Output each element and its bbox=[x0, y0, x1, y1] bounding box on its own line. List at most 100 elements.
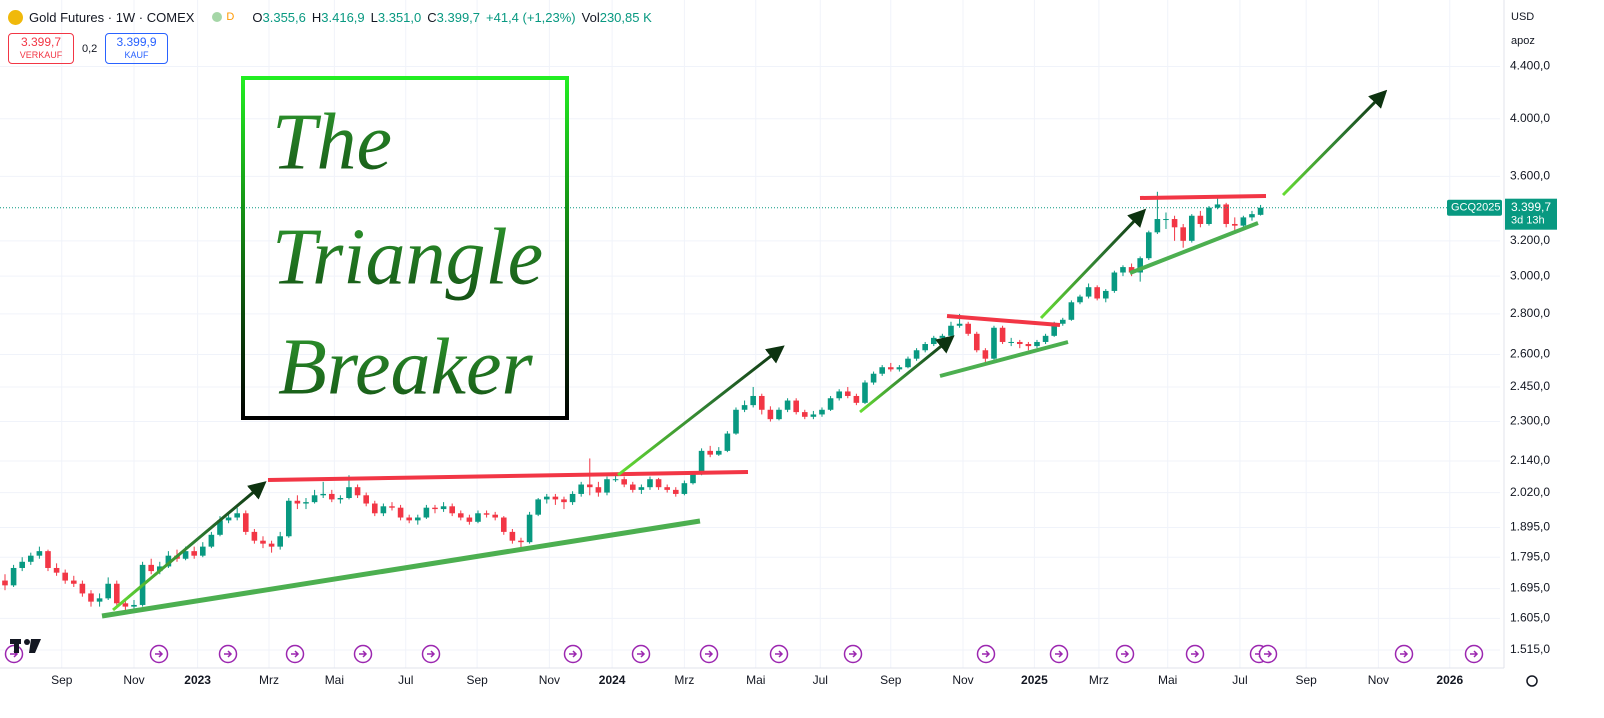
x-tick-label: Jul bbox=[398, 673, 413, 687]
candle-body bbox=[604, 479, 610, 493]
candle-body bbox=[535, 499, 541, 515]
event-marker[interactable] bbox=[1464, 644, 1484, 664]
x-tick-label: Mai bbox=[746, 673, 765, 687]
candle-body bbox=[199, 546, 206, 556]
candle-body bbox=[1197, 215, 1204, 224]
event-marker[interactable] bbox=[1049, 644, 1069, 664]
event-marker[interactable] bbox=[353, 644, 373, 664]
candle-body bbox=[1171, 219, 1178, 228]
event-marker[interactable] bbox=[1115, 644, 1135, 664]
event-marker[interactable] bbox=[149, 644, 169, 664]
candle-body bbox=[956, 323, 963, 326]
event-marker[interactable] bbox=[563, 644, 583, 664]
event-arrow bbox=[427, 650, 436, 658]
candle-body bbox=[879, 367, 885, 374]
candle-body bbox=[423, 507, 430, 518]
x-tick-label: Jul bbox=[1232, 673, 1247, 687]
candle-body bbox=[380, 506, 387, 514]
event-arrow bbox=[1055, 650, 1064, 658]
event-marker[interactable] bbox=[976, 644, 996, 664]
candle-body bbox=[776, 409, 782, 420]
candle-body bbox=[2, 580, 8, 586]
candle-body bbox=[105, 583, 111, 599]
candle-body bbox=[1094, 287, 1100, 299]
trendline bbox=[267, 470, 749, 482]
buy-button[interactable]: 3.399,9 KAUF bbox=[105, 33, 168, 64]
candle-body bbox=[724, 433, 731, 451]
candle-body bbox=[182, 551, 189, 559]
event-marker[interactable] bbox=[699, 644, 719, 664]
candle-body bbox=[655, 479, 662, 488]
candle-body bbox=[96, 598, 103, 602]
y-tick-label: 2.020,0 bbox=[1510, 485, 1550, 499]
x-tick-label: 2024 bbox=[599, 673, 626, 687]
sell-button[interactable]: 3.399,7 VERKAUF bbox=[8, 33, 74, 64]
candle-body bbox=[62, 572, 68, 581]
y-tick-label: 4.400,0 bbox=[1510, 59, 1550, 73]
event-marker[interactable] bbox=[1258, 644, 1278, 664]
candle-body bbox=[750, 395, 756, 406]
candle-body bbox=[664, 487, 670, 490]
candle-body bbox=[784, 400, 791, 410]
candle-body bbox=[801, 412, 808, 417]
candle-body bbox=[922, 344, 928, 351]
candle-body bbox=[715, 450, 722, 455]
arrow bbox=[1039, 208, 1147, 320]
candle-body bbox=[53, 567, 60, 573]
candle-body bbox=[1231, 223, 1238, 226]
event-marker[interactable] bbox=[1185, 644, 1205, 664]
x-tick-label: Nov bbox=[1368, 673, 1389, 687]
x-tick-label: Mrz bbox=[259, 673, 279, 687]
event-marker[interactable] bbox=[631, 644, 651, 664]
event-marker[interactable] bbox=[769, 644, 789, 664]
candle-body bbox=[492, 514, 498, 518]
candle-body bbox=[156, 566, 163, 572]
arrow bbox=[1281, 89, 1388, 197]
candle-body bbox=[131, 604, 137, 607]
event-arrow bbox=[1264, 650, 1273, 658]
event-arrow bbox=[224, 650, 233, 658]
y-tick-label: 3.600,0 bbox=[1510, 169, 1550, 183]
x-tick-label: Mai bbox=[1158, 673, 1177, 687]
candle-body bbox=[1214, 204, 1221, 208]
x-tick-label: Jul bbox=[813, 673, 828, 687]
candle-body bbox=[758, 395, 765, 410]
ohlc-label: H bbox=[311, 9, 322, 25]
interval-badge: D bbox=[226, 11, 235, 23]
overlay-title: Breaker bbox=[278, 323, 534, 411]
header: Gold Futures · 1W · COMEX D O 3.355,6 H 3.… bbox=[8, 8, 658, 26]
candle-body bbox=[690, 473, 696, 484]
event-marker[interactable] bbox=[421, 644, 441, 664]
candle-body bbox=[45, 551, 51, 568]
event-arrow bbox=[155, 650, 164, 658]
event-marker[interactable] bbox=[218, 644, 238, 664]
symbol[interactable]: Gold Futures · 1W · COMEX bbox=[29, 9, 195, 25]
event-marker[interactable] bbox=[285, 644, 305, 664]
candle-body bbox=[1042, 335, 1049, 342]
y-tick-label: 3.200,0 bbox=[1510, 233, 1550, 247]
currency-select[interactable]: USD bbox=[1511, 11, 1535, 23]
candle-body bbox=[930, 337, 937, 345]
event-arrow bbox=[1191, 650, 1200, 658]
candle-body bbox=[973, 333, 980, 351]
candle-body bbox=[793, 400, 799, 413]
candle-body bbox=[982, 350, 989, 359]
y-tick-label: 1.605,0 bbox=[1510, 611, 1550, 625]
candle-body bbox=[1120, 267, 1126, 273]
event-marker[interactable] bbox=[1394, 644, 1414, 664]
event-arrow bbox=[291, 650, 300, 658]
scale-mode[interactable]: apoz bbox=[1511, 35, 1535, 47]
event-marker[interactable] bbox=[843, 644, 863, 664]
candle-body bbox=[406, 517, 412, 521]
sell-label: VERKAUF bbox=[19, 50, 63, 60]
ohlc-value: 3.355,6 bbox=[262, 9, 306, 25]
settings-icon[interactable] bbox=[1526, 675, 1538, 687]
x-tick-label: Mrz bbox=[674, 673, 694, 687]
candle-body bbox=[354, 487, 361, 496]
candle-body bbox=[457, 513, 464, 518]
candle-body bbox=[36, 551, 43, 556]
trendline bbox=[946, 314, 1061, 327]
candle-body bbox=[113, 583, 120, 604]
candle-body bbox=[500, 517, 507, 532]
candle-body bbox=[191, 551, 197, 556]
